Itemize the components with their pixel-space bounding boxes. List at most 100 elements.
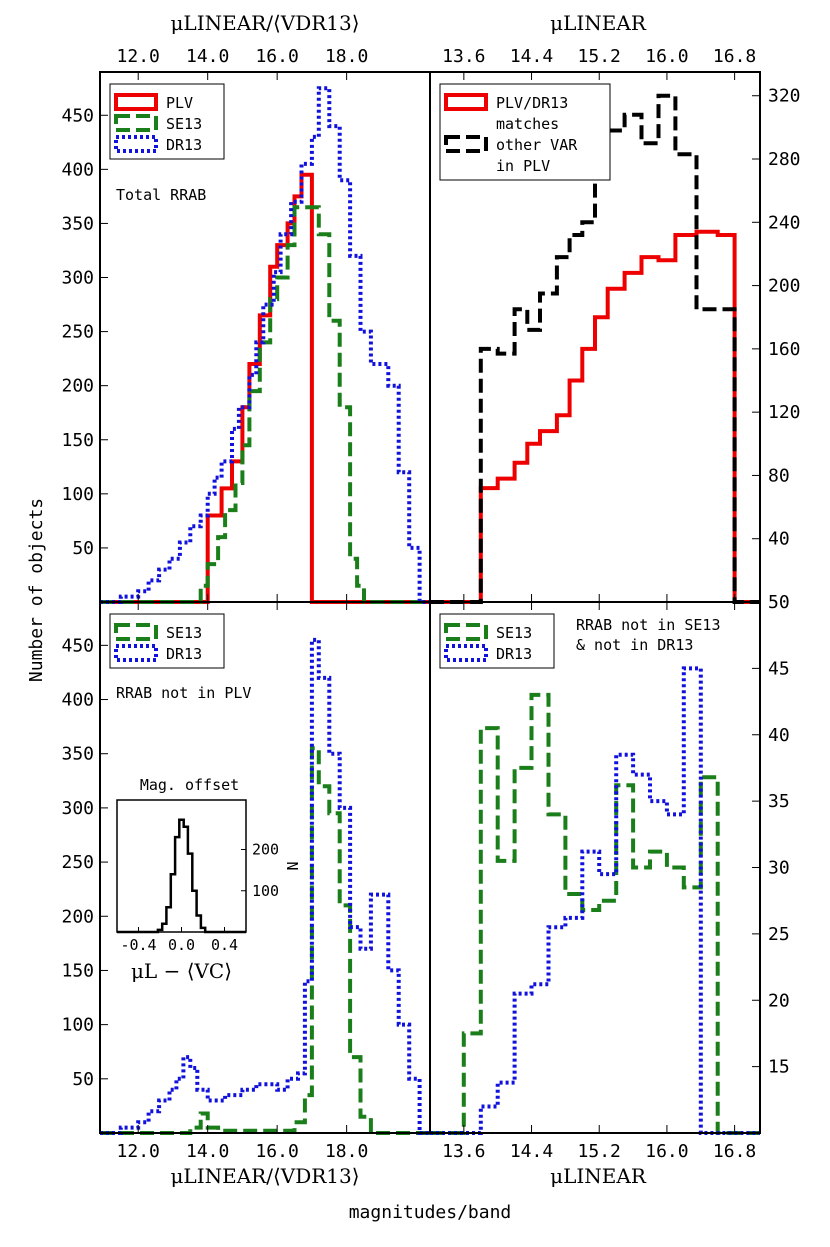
panel-bottom-left-inset: 100 200 -0.4 0.0 0.4 Mag. offset μL − ⟨VC⟩ N [117,776,302,983]
legend-symbol-bottom-right-1 [444,644,488,662]
ytick-label-top-right-1: 80 [768,465,790,486]
legend-label-bottom-right-0-0: SE13 [496,624,532,642]
ytick-label-bottom-right-1: 20 [768,990,790,1011]
bottom-xtick-right-2: 15.2 [578,1141,621,1162]
ytick-label-bottom-left-4: 250 [61,852,94,873]
bottom-xtick-right-0: 13.6 [442,1141,485,1162]
ytick-label-bottom-right-2: 25 [768,924,790,945]
top-axis-title-left: μLINEAR/⟨VDR13⟩ [170,11,359,35]
top-xtick-right-1: 14.4 [510,46,553,67]
series-top-left-1 [100,205,430,604]
frame-bottom-right [429,601,761,1134]
legend-symbol-top-right-0 [444,93,488,111]
ytick-label-top-left-1: 100 [61,484,94,505]
figure-ylabel: Number of objects [26,498,47,682]
panel-top-left: 50 100 150 200 250 300 350 400 450 PLV SE13 DR13 Tot… [61,72,430,604]
series-top-left-0 [100,172,430,604]
ytick-label-bottom-left-8: 450 [61,635,94,656]
ytick-label-bottom-left-1: 100 [61,1015,94,1036]
ytick-label-bottom-left-3: 200 [61,906,94,927]
ytick-label-top-right-6: 280 [768,149,801,170]
top-xtick-right-3: 16.0 [645,46,688,67]
legend-symbol-bottom-right-0 [444,623,488,641]
series-bottom-right-0 [430,692,760,1135]
ytick-label-top-right-4: 200 [768,276,801,297]
annotation-top-left: Total RRAB [116,186,206,204]
ytick-label-top-right-2: 120 [768,402,801,423]
series-top-left-2 [100,86,430,604]
annotation-bottom-right-0: RRAB not in SE13 [576,616,721,634]
bottom-xtick-left-3: 18.0 [325,1141,368,1162]
legend-label-bottom-left-0-0: SE13 [166,624,202,642]
ytick-label-bottom-right-3: 30 [768,858,790,879]
legend-symbol-bottom-left-1 [114,644,158,662]
ytick-label-bottom-left-inset-0: 100 [252,882,279,900]
inset-ylabel: N [284,861,302,870]
ytick-label-top-left-2: 150 [61,430,94,451]
ytick-label-top-right-3: 160 [768,339,801,360]
legend-label-top-left-2-0: DR13 [166,136,202,154]
ytick-label-top-left-4: 250 [61,322,94,343]
legend-label-top-right-1-0: other VAR [496,136,578,154]
legend-label-top-left-0-0: PLV [166,94,193,112]
bottom-xtick-left-0: 12.0 [117,1141,160,1162]
series-bottom-left-0 [100,746,430,1135]
legend-label-bottom-left-1-0: DR13 [166,645,202,663]
ytick-label-top-left-7: 400 [61,159,94,180]
ytick-label-top-left-6: 350 [61,213,94,234]
top-xtick-left-1: 14.0 [186,46,229,67]
frame-bottom-left-inset [116,799,247,933]
top-xtick-right-0: 13.6 [442,46,485,67]
legend-symbol-top-left-0 [114,93,158,111]
bottom-axis-title-left: μLINEAR/⟨VDR13⟩ [170,1164,359,1188]
series-bottom-left-inset-0 [117,818,246,934]
annotation-bottom-left: RRAB not in PLV [116,684,251,702]
bottom-xtick-right-1: 14.4 [510,1141,553,1162]
bottom-xtick-right-4: 16.8 [713,1141,756,1162]
top-xtick-right-2: 15.2 [578,46,621,67]
ytick-label-bottom-right-5: 40 [768,725,790,746]
inset-title: Mag. offset [140,776,239,794]
ytick-label-bottom-left-5: 300 [61,798,94,819]
legend-symbol-top-left-2 [114,135,158,153]
top-xtick-left-3: 18.0 [325,46,368,67]
top-xtick-left-2: 16.0 [255,46,298,67]
bottom-axis-title-right: μLINEAR [550,1164,647,1188]
series-top-right-1 [430,93,760,604]
bottom-xtick-left-2: 16.0 [255,1141,298,1162]
ytick-label-bottom-left-2: 150 [61,960,94,981]
legend-label-top-left-1-0: SE13 [166,115,202,133]
ytick-label-bottom-left-0: 50 [72,1069,94,1090]
ytick-label-bottom-right-7: 50 [768,592,790,613]
top-xtick-left-0: 12.0 [117,46,160,67]
bottom-xtick-right-3: 16.0 [645,1141,688,1162]
legend-label-top-right-0-0: PLV/DR13 [496,94,568,112]
frame-bottom-left [99,601,431,1134]
ytick-label-top-right-5: 240 [768,212,801,233]
ytick-label-top-left-8: 450 [61,105,94,126]
ytick-label-top-right-7: 320 [768,86,801,107]
legend-label-bottom-right-1-0: DR13 [496,645,532,663]
xtick-label-bottom-left-inset-0: -0.4 [120,936,156,954]
ytick-label-bottom-left-6: 350 [61,744,94,765]
legend-box-top-right [439,83,611,181]
inset-xlabel: μL − ⟨VC⟩ [131,959,232,983]
series-top-right-0 [430,229,760,604]
bottom-xtick-left-1: 14.0 [186,1141,229,1162]
legend-symbol-bottom-left-0 [114,623,158,641]
series-bottom-right-1 [430,666,760,1135]
annotation-bottom-right-1: & not in DR13 [576,636,693,654]
ytick-label-top-left-0: 50 [72,538,94,559]
ytick-label-bottom-left-7: 400 [61,690,94,711]
legend-symbol-top-right-1 [444,135,488,153]
xtick-label-bottom-left-inset-2: 0.4 [211,936,238,954]
ytick-label-top-left-5: 300 [61,268,94,289]
ytick-label-bottom-right-0: 15 [768,1057,790,1078]
top-axis-title-right: μLINEAR [550,11,647,35]
ytick-label-top-right-0: 40 [768,529,790,550]
legend-label-top-right-0-1: matches [496,115,559,133]
ytick-label-bottom-left-inset-1: 200 [252,841,279,859]
ytick-label-bottom-right-6: 45 [768,658,790,679]
panel-bottom-left: 50 100 150 200 250 300 350 400 450 SE13 DR13 RRAB n… [61,602,430,1135]
panel-bottom-right: 15 20 25 30 35 40 45 50 SE13 DR13 RRAB not in SE13… [430,592,790,1135]
